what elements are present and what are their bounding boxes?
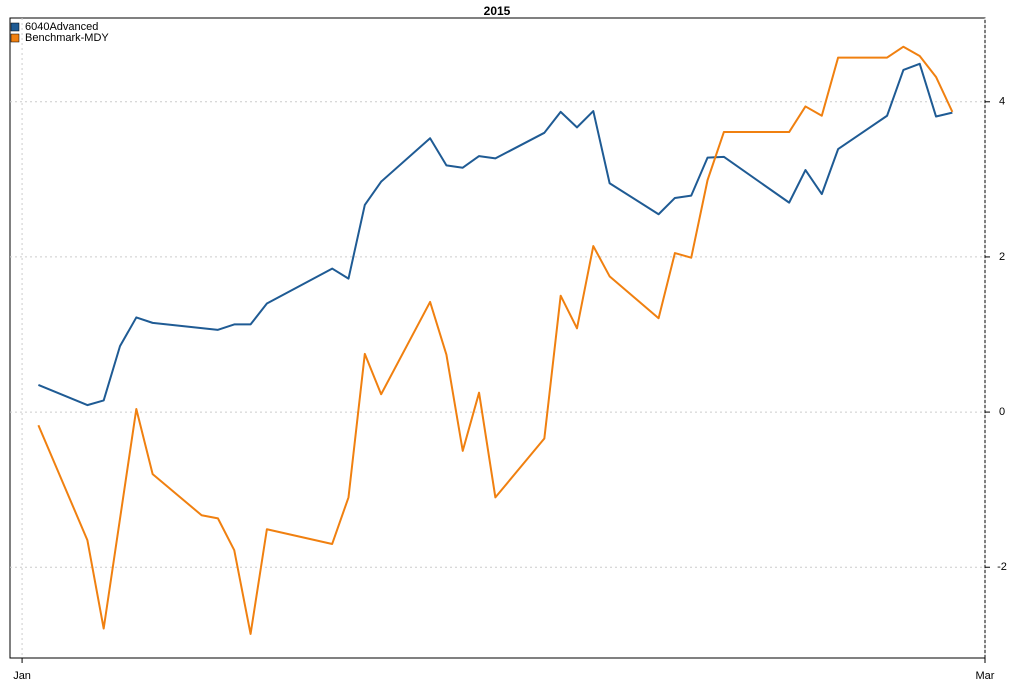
y-tick-label: 0 (999, 406, 1005, 418)
legend-swatch (10, 33, 20, 43)
legend-swatch (10, 22, 20, 32)
x-tick-label: Jan (13, 670, 31, 682)
plot-frame (9, 17, 986, 659)
y-tick-label: -2 (997, 561, 1007, 573)
x-tick-label: Mar (976, 670, 995, 682)
chart-title: 2015 (484, 4, 511, 18)
y-tick-label: 2 (999, 251, 1005, 263)
legend-label: Benchmark-MDY (25, 32, 109, 44)
series-line (38, 62, 953, 407)
y-tick-label: 4 (999, 96, 1005, 108)
series-line (37, 45, 954, 635)
legend-label: 6040Advanced (25, 21, 98, 33)
